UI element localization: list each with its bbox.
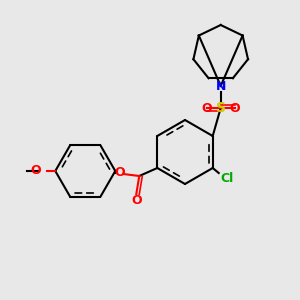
- Text: O: O: [131, 194, 142, 208]
- Text: O: O: [201, 101, 212, 115]
- Text: N: N: [215, 80, 226, 92]
- Text: O: O: [114, 167, 124, 179]
- Text: Cl: Cl: [220, 172, 233, 184]
- Text: O: O: [230, 101, 240, 115]
- Text: S: S: [216, 101, 226, 115]
- Text: O: O: [30, 164, 40, 178]
